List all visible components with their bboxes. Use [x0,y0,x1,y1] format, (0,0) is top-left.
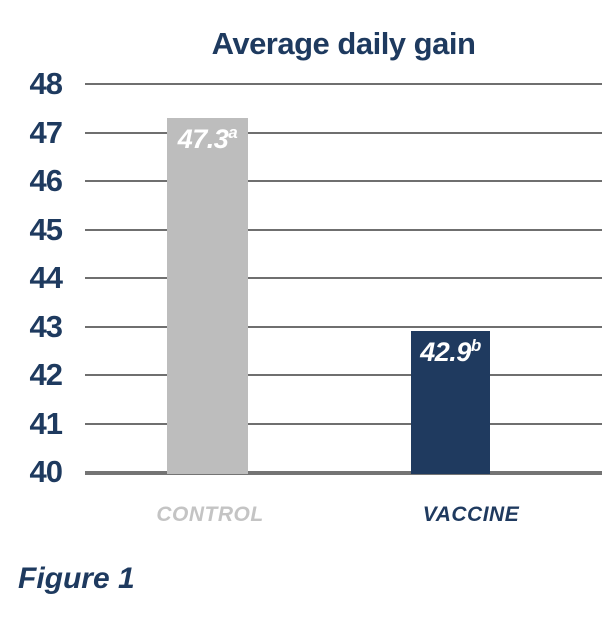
gridline-45 [85,228,602,231]
bar-value-label-control: 47.3a [177,122,238,154]
y-tick-label-45: 45 [29,211,63,247]
bar-value-label-vaccine: 42.9b [420,336,481,368]
gridline-48 [85,83,602,85]
y-tick-label-46: 46 [29,163,63,198]
gridline-43 [85,325,602,328]
y-tick-label-42: 42 [29,357,63,392]
gridline-47 [85,131,602,134]
gridline-40 [85,471,602,475]
bar-control: 47.3a [167,117,248,474]
y-tick-label-47: 47 [29,114,63,150]
category-label-vaccine: VACCINE [422,503,520,526]
chart-title: Average daily gain [211,26,476,61]
gridline-46 [85,180,602,182]
gridline-42 [85,374,602,376]
y-tick-label-44: 44 [29,260,63,295]
bar-vaccine: 42.9b [411,331,490,474]
y-tick-label-48: 48 [29,66,63,101]
gridline-44 [85,277,602,279]
y-tick-label-40: 40 [29,454,63,489]
y-tick-label-41: 41 [29,405,63,441]
figure-caption: Figure 1 [18,562,135,595]
y-tick-label-43: 43 [29,308,63,344]
gridline-41 [85,422,602,425]
category-label-control: CONTROL [156,503,264,526]
